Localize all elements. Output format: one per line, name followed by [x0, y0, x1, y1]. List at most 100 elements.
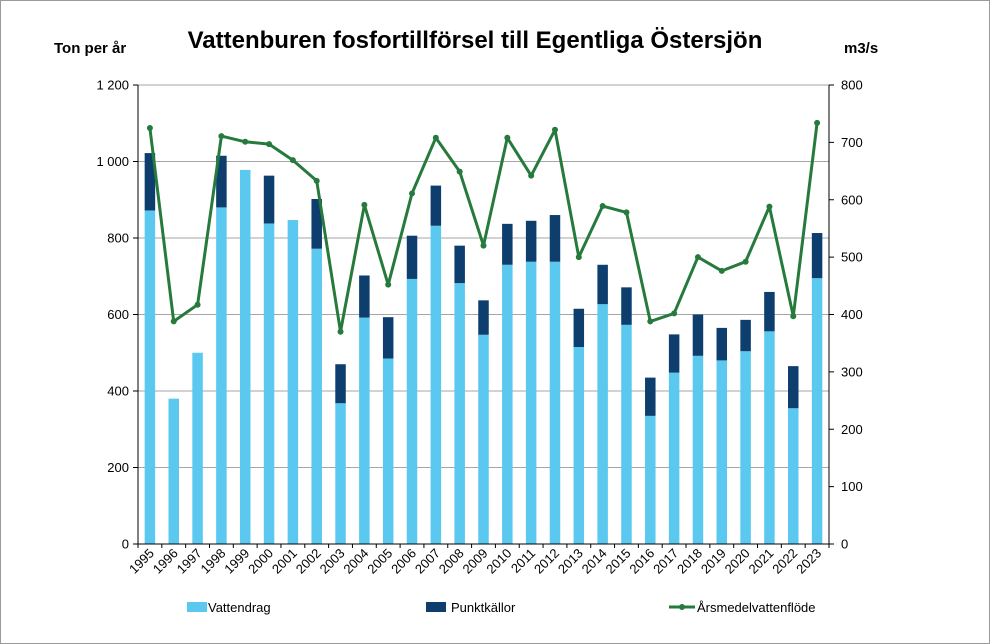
left-tick-label: 800: [107, 231, 129, 246]
x-tick-label: 2011: [508, 546, 538, 576]
x-axis-ticks: 1995199619971998199920002001200220032004…: [126, 544, 830, 577]
right-tick-label: 200: [841, 422, 863, 437]
flow-point: [694, 254, 701, 261]
x-tick-label: 2014: [579, 546, 610, 577]
left-tick-label: 400: [107, 384, 129, 399]
bar-punktkallor: [788, 366, 799, 409]
flow-point: [647, 318, 654, 325]
left-tick-label: 1 000: [96, 154, 129, 169]
flow-point: [218, 133, 225, 140]
flow-point: [480, 242, 487, 249]
flow-point: [742, 258, 749, 265]
bar-vattendrag: [454, 283, 465, 544]
bar-punktkallor: [502, 223, 513, 265]
right-tick-label: 0: [841, 537, 848, 552]
x-tick-label: 2017: [650, 546, 681, 577]
bar-vattendrag: [573, 347, 585, 544]
legend-label-vattendrag: Vattendrag: [208, 600, 271, 615]
bar-vattendrag: [740, 351, 751, 544]
x-tick-label: 2019: [698, 546, 729, 577]
legend-swatch-vattendrag: [187, 602, 207, 612]
x-tick-label: 2018: [674, 546, 705, 577]
bar-vattendrag: [597, 304, 608, 544]
flow-point: [170, 318, 177, 325]
bar-punktkallor: [645, 377, 656, 416]
bar-vattendrag: [549, 261, 561, 544]
x-tick-label: 1999: [221, 546, 252, 577]
bar-vattendrag: [382, 358, 394, 544]
flow-point: [599, 203, 606, 210]
flow-point: [766, 203, 773, 210]
bar-punktkallor: [764, 291, 775, 332]
flow-point: [814, 119, 821, 126]
bar-vattendrag: [788, 408, 799, 544]
x-tick-label: 2023: [793, 546, 824, 577]
flow-point: [718, 267, 725, 274]
x-tick-label: 2006: [388, 546, 419, 577]
bar-punktkallor: [740, 319, 751, 352]
x-tick-label: 2012: [531, 546, 562, 577]
bar-vattendrag: [263, 223, 275, 544]
bar-vattendrag: [311, 248, 322, 544]
flow-point: [504, 134, 511, 141]
bar-vattendrag: [621, 324, 632, 544]
x-tick-label: 2001: [269, 546, 300, 577]
left-tick-label: 1 200: [96, 78, 129, 93]
right-tick-label: 300: [841, 364, 863, 379]
bar-punktkallor: [478, 300, 489, 335]
right-tick-label: 800: [841, 78, 863, 93]
x-tick-label: 1998: [197, 546, 228, 577]
flow-point: [194, 301, 201, 308]
x-tick-label: 2009: [460, 546, 491, 577]
x-tick-label: 2002: [293, 546, 324, 577]
flow-point: [456, 168, 463, 175]
x-tick-label: 2004: [340, 546, 371, 577]
flow-point: [337, 328, 344, 335]
bar-vattendrag: [502, 264, 513, 544]
bar-punktkallor: [716, 327, 728, 361]
bar-vattendrag: [406, 278, 418, 544]
flow-point: [623, 209, 630, 216]
bar-vattendrag: [645, 415, 656, 544]
bar-vattendrag: [335, 403, 346, 544]
bar-vattendrag: [168, 398, 179, 544]
bar-punktkallor: [216, 155, 227, 208]
bar-punktkallor: [668, 334, 680, 373]
flow-point: [289, 157, 296, 164]
bar-punktkallor: [430, 185, 442, 226]
bar-punktkallor: [811, 233, 823, 279]
left-axis-title: Ton per år: [54, 40, 126, 57]
left-tick-label: 600: [107, 307, 129, 322]
flow-point: [790, 313, 797, 320]
bar-vattendrag: [144, 210, 156, 544]
bar-punktkallor: [621, 287, 632, 325]
x-tick-label: 2015: [603, 546, 634, 577]
bar-punktkallor: [144, 153, 156, 211]
bar-vattendrag: [216, 207, 227, 544]
left-axis-ticks: 0 200 400 600 800 1 000 1 200: [96, 78, 138, 552]
chart-title: Vattenburen fosfortillförsel till Egentl…: [188, 27, 763, 54]
right-axis-title: m3/s: [844, 40, 878, 57]
x-tick-label: 2010: [483, 546, 514, 577]
x-tick-label: 2005: [364, 546, 395, 577]
axes: [137, 85, 830, 545]
bar-vattendrag: [478, 334, 489, 544]
x-tick-label: 2021: [745, 546, 776, 577]
bar-vattendrag: [811, 278, 823, 544]
x-tick-label: 2016: [626, 546, 657, 577]
bar-punktkallor: [359, 275, 370, 318]
bar-punktkallor: [454, 245, 465, 284]
right-tick-label: 400: [841, 307, 863, 322]
left-tick-label: 200: [107, 460, 129, 475]
flow-point: [551, 126, 558, 133]
bar-vattendrag: [764, 331, 775, 544]
legend-label-flow: Årsmedelvattenflöde: [697, 600, 816, 615]
bar-vattendrag: [668, 372, 680, 544]
legend-swatch-flow-marker: [679, 604, 685, 610]
bar-punktkallor: [573, 308, 585, 348]
flow-point: [266, 141, 273, 148]
x-tick-label: 2003: [317, 546, 348, 577]
bar-punktkallor: [549, 215, 561, 262]
flow-line-series: [146, 119, 821, 335]
